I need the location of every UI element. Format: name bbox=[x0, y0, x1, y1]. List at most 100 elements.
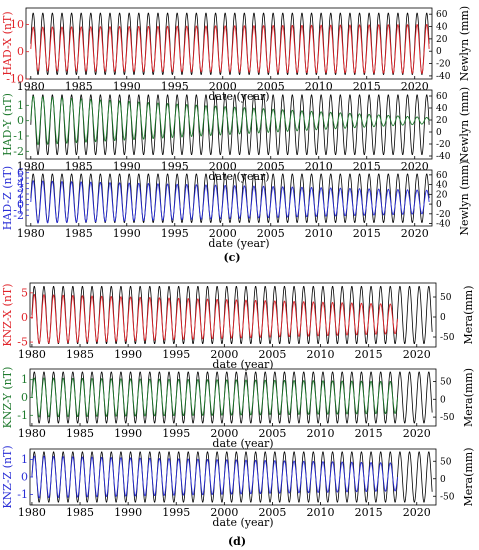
y2-tick-label: 40 bbox=[436, 23, 448, 33]
series-blue-line bbox=[30, 180, 430, 224]
y2-tick-label: 20 bbox=[436, 190, 448, 200]
y-tick-label: 1 bbox=[17, 99, 24, 112]
x-tick-label: 2015 bbox=[355, 427, 383, 440]
x-tick-label: 2010 bbox=[305, 227, 333, 240]
y2-tick-label: -40 bbox=[436, 152, 451, 162]
y2-tick-label: 50 bbox=[440, 457, 452, 467]
x-tick-label: 2020 bbox=[403, 427, 431, 440]
series-black-line bbox=[30, 12, 430, 75]
y2-tick-label: -50 bbox=[440, 333, 455, 343]
y-tick-label: 0 bbox=[17, 114, 24, 127]
x-tick-label: 2015 bbox=[353, 80, 381, 93]
y2-tick-label: 60 bbox=[436, 171, 448, 181]
y-tick-label: -2 bbox=[13, 145, 24, 158]
x-tick-label: 1995 bbox=[162, 427, 190, 440]
x-tick-label: 1985 bbox=[66, 506, 94, 519]
plot-frame bbox=[29, 282, 437, 348]
plot-frame bbox=[25, 169, 433, 227]
x-tick-label: 1990 bbox=[114, 506, 142, 519]
y2-tick-label: 20 bbox=[436, 116, 448, 126]
x-tick-label: 1980 bbox=[18, 427, 46, 440]
series-red-line bbox=[30, 24, 430, 74]
x-tick-label: 1985 bbox=[66, 348, 94, 361]
y2-tick-label: -50 bbox=[440, 413, 455, 423]
x-tick-label: 1990 bbox=[113, 227, 141, 240]
y-tick-label: -5 bbox=[17, 336, 28, 349]
x-tick-label: 1995 bbox=[162, 506, 190, 519]
x-tick-label: 1985 bbox=[65, 227, 93, 240]
x-tick-label: 1995 bbox=[161, 227, 189, 240]
y-tick-label: -1 bbox=[13, 130, 24, 143]
x-axis-label: date (year) bbox=[212, 437, 273, 450]
y-axis-label: KNZ-X (nT) bbox=[1, 283, 14, 346]
x-tick-label: 2020 bbox=[403, 506, 431, 519]
x-axis-label: date (year) bbox=[208, 237, 269, 250]
y2-tick-label: -20 bbox=[436, 140, 451, 150]
y-tick-label: 1 bbox=[21, 453, 28, 466]
panel-4: 1980 1985 1990 1995 2000 2005 2010 2015 2020-505… bbox=[1, 282, 475, 371]
x-tick-label: 2020 bbox=[401, 160, 429, 173]
y-axis-label: HAD-X (nT) bbox=[1, 11, 14, 75]
x-tick-label: 2010 bbox=[305, 80, 333, 93]
panel-3: 1980 1985 1990 1995 2000 2005 2010 2015 2020-2-1… bbox=[1, 160, 471, 250]
series-black-line bbox=[30, 94, 430, 156]
y-tick-label: 0 bbox=[21, 311, 28, 324]
x-tick-label: 1985 bbox=[66, 427, 94, 440]
series-red-line bbox=[31, 294, 398, 344]
y2-tick-label: -40 bbox=[436, 72, 451, 82]
y-axis-label: KNZ-Y (nT) bbox=[1, 367, 14, 429]
y-tick-label: 6 bbox=[17, 166, 24, 179]
series-green-line bbox=[30, 95, 430, 146]
y2-tick-label: 60 bbox=[436, 92, 448, 102]
x-tick-label: 2020 bbox=[401, 227, 429, 240]
panel-2: 1980 1985 1990 1995 2000 2005 2010 2015 2020-2-1… bbox=[1, 87, 471, 183]
y2-tick-label: 40 bbox=[436, 104, 448, 114]
y-tick-label: -2 bbox=[13, 209, 24, 222]
x-tick-label: 1990 bbox=[113, 80, 141, 93]
x-axis-label: date (year) bbox=[212, 358, 273, 371]
y-tick-label: 5 bbox=[17, 172, 24, 185]
y-tick-label: -1 bbox=[17, 488, 28, 501]
y2-tick-label: 50 bbox=[440, 377, 452, 387]
y2-tick-label: 0 bbox=[440, 395, 446, 405]
x-tick-label: 1995 bbox=[162, 348, 190, 361]
y-tick-label: 0 bbox=[21, 391, 28, 404]
x-tick-label: 2015 bbox=[355, 348, 383, 361]
y2-axis-label: Newlyn (mm) bbox=[458, 6, 471, 81]
y-tick-label: 3 bbox=[17, 182, 24, 195]
x-tick-label: 1995 bbox=[161, 160, 189, 173]
x-tick-label: 2020 bbox=[403, 348, 431, 361]
y-tick-label: -1 bbox=[13, 204, 24, 217]
x-tick-label: 2000 bbox=[209, 227, 237, 240]
y2-tick-label: 0 bbox=[436, 200, 442, 210]
y2-axis-label: Mera(mm) bbox=[462, 285, 475, 344]
plot-frame bbox=[25, 7, 433, 80]
x-tick-label: 1985 bbox=[65, 160, 93, 173]
x-tick-label: 2005 bbox=[257, 227, 285, 240]
y-axis-label: HAD-Z (nT) bbox=[1, 166, 14, 230]
x-tick-label: 1980 bbox=[17, 227, 45, 240]
x-tick-label: 1995 bbox=[161, 80, 189, 93]
x-axis-label: date (year) bbox=[212, 516, 273, 529]
x-tick-label: 2000 bbox=[210, 348, 238, 361]
y2-tick-label: 0 bbox=[440, 313, 446, 323]
x-axis-label: date (year) bbox=[208, 170, 269, 183]
panel-1: 1980 1985 1990 1995 2000 2005 2010 2015 2020-100… bbox=[1, 6, 471, 103]
y-tick-label: 0 bbox=[17, 198, 24, 211]
x-tick-label: 2005 bbox=[258, 348, 286, 361]
y2-tick-label: 50 bbox=[440, 293, 452, 303]
y-tick-label: 1 bbox=[17, 193, 24, 206]
caption-c: (c) bbox=[223, 251, 240, 264]
x-tick-label: 1990 bbox=[114, 427, 142, 440]
y2-tick-label: 60 bbox=[436, 10, 448, 20]
x-tick-label: 2015 bbox=[353, 160, 381, 173]
x-tick-label: 2010 bbox=[307, 348, 335, 361]
y-tick-label: 4 bbox=[17, 177, 24, 190]
x-tick-label: 2015 bbox=[355, 506, 383, 519]
x-tick-label: 2000 bbox=[210, 427, 238, 440]
x-tick-label: 1980 bbox=[18, 348, 46, 361]
y2-axis-label: Mera(mm) bbox=[462, 447, 475, 506]
x-tick-label: 2000 bbox=[210, 506, 238, 519]
x-tick-label: 2010 bbox=[305, 160, 333, 173]
